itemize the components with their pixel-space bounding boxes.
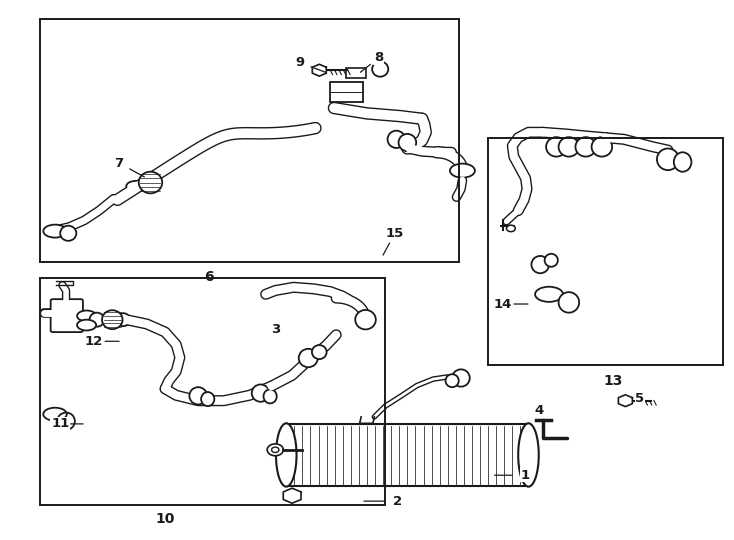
Text: 14: 14 [493, 298, 512, 310]
FancyBboxPatch shape [51, 299, 83, 332]
Ellipse shape [446, 374, 459, 387]
Ellipse shape [559, 292, 579, 313]
Ellipse shape [201, 392, 214, 406]
Ellipse shape [267, 444, 283, 456]
Ellipse shape [189, 387, 207, 404]
Ellipse shape [139, 172, 162, 193]
Bar [40, 19, 459, 262]
Ellipse shape [518, 423, 539, 487]
Text: 1: 1 [520, 469, 529, 482]
Ellipse shape [355, 310, 376, 329]
Text: 5: 5 [636, 392, 644, 405]
Ellipse shape [546, 137, 567, 157]
Text: 4: 4 [535, 404, 544, 417]
Text: 6: 6 [204, 270, 214, 284]
Polygon shape [312, 64, 327, 76]
Polygon shape [283, 488, 301, 503]
Text: 15: 15 [386, 227, 404, 240]
Ellipse shape [43, 225, 67, 238]
Polygon shape [618, 395, 633, 407]
Text: 2: 2 [393, 495, 402, 508]
Ellipse shape [674, 152, 691, 172]
Ellipse shape [276, 423, 297, 487]
Ellipse shape [264, 389, 277, 403]
Ellipse shape [592, 137, 612, 157]
Ellipse shape [531, 256, 549, 273]
Ellipse shape [535, 287, 563, 302]
Ellipse shape [102, 310, 123, 329]
Text: 9: 9 [295, 56, 304, 69]
Ellipse shape [60, 226, 76, 241]
Text: 8: 8 [374, 51, 383, 64]
Ellipse shape [399, 134, 416, 151]
Bar [346, 68, 366, 78]
Ellipse shape [77, 310, 96, 321]
Ellipse shape [559, 137, 579, 157]
Ellipse shape [388, 131, 405, 148]
Ellipse shape [372, 62, 388, 77]
Bar [40, 278, 385, 505]
Ellipse shape [575, 137, 596, 157]
FancyBboxPatch shape [330, 82, 363, 102]
Text: 3: 3 [271, 323, 280, 336]
Text: 12: 12 [85, 335, 103, 348]
Text: 13: 13 [603, 374, 622, 388]
Ellipse shape [117, 313, 130, 326]
Text: 7: 7 [115, 157, 123, 170]
Ellipse shape [312, 345, 327, 359]
Ellipse shape [252, 384, 269, 402]
Bar [488, 138, 723, 364]
Ellipse shape [545, 254, 558, 267]
Ellipse shape [506, 225, 515, 232]
Ellipse shape [126, 181, 145, 192]
Ellipse shape [272, 447, 279, 453]
Text: 10: 10 [156, 512, 175, 526]
Ellipse shape [90, 313, 104, 327]
Bar [286, 424, 528, 486]
Ellipse shape [299, 349, 318, 367]
Text: 11: 11 [51, 417, 69, 430]
Ellipse shape [452, 369, 470, 387]
Ellipse shape [450, 164, 475, 178]
Ellipse shape [657, 148, 679, 170]
Ellipse shape [77, 320, 96, 330]
